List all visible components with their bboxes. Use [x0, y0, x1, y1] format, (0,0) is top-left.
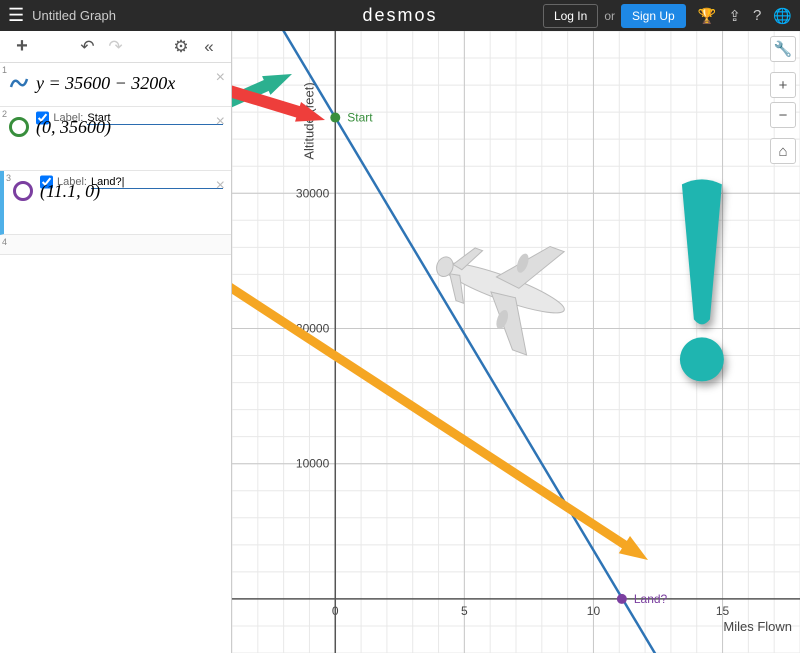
svg-text:Start: Start: [347, 111, 373, 125]
label-row: Label:: [0, 107, 231, 131]
delete-expression-icon[interactable]: ×: [216, 177, 225, 195]
delete-expression-icon[interactable]: ×: [216, 113, 225, 131]
airplane-graphic: [419, 212, 583, 362]
label-input[interactable]: [91, 176, 223, 189]
zoom-in-button[interactable]: +: [770, 72, 796, 98]
home-button[interactable]: ⌂: [770, 138, 796, 164]
delete-expression-icon[interactable]: ×: [216, 69, 225, 87]
expression-math[interactable]: y = 35600 − 3200x: [36, 73, 175, 94]
undo-button[interactable]: ↶: [74, 37, 102, 57]
function-icon[interactable]: [9, 73, 29, 93]
graph-title[interactable]: Untitled Graph: [32, 8, 116, 23]
expression-math[interactable]: (0, 35600): [36, 117, 111, 138]
redo-button[interactable]: ↷: [102, 37, 130, 57]
svg-text:5: 5: [461, 604, 468, 618]
wrench-icon[interactable]: 🔧: [770, 36, 796, 62]
expression-row[interactable]: 4: [0, 235, 231, 255]
svg-text:Land?: Land?: [634, 592, 668, 606]
trophy-icon[interactable]: 🏆: [698, 7, 717, 25]
expr-index: 1: [2, 65, 7, 75]
svg-text:10000: 10000: [296, 457, 330, 471]
svg-text:10: 10: [587, 604, 601, 618]
label-row: Label:: [4, 171, 231, 195]
svg-text:20000: 20000: [296, 321, 330, 335]
desmos-logo: desmos: [362, 5, 437, 26]
or-text: or: [604, 9, 615, 23]
svg-text:Miles Flown: Miles Flown: [723, 619, 792, 634]
language-icon[interactable]: 🌐: [773, 7, 792, 25]
zoom-out-button[interactable]: −: [770, 102, 796, 128]
login-button[interactable]: Log In: [543, 4, 598, 28]
expression-sidebar: + ↶ ↷ ⚙ « 1 y = 35600 − 3200x × 2 (0, 35600)…: [0, 31, 232, 653]
svg-text:Altitude (feet): Altitude (feet): [301, 82, 316, 159]
svg-text:15: 15: [716, 604, 730, 618]
expr-index: 2: [2, 109, 7, 119]
top-bar: ☰ Untitled Graph desmos Log In or Sign U…: [0, 0, 800, 31]
add-expression-button[interactable]: +: [8, 35, 36, 58]
expr-index: 3: [6, 173, 11, 183]
collapse-sidebar-button[interactable]: «: [195, 37, 223, 57]
graph-canvas[interactable]: 051015100002000030000Miles FlownAltitude…: [232, 31, 800, 653]
sidebar-toolbar: + ↶ ↷ ⚙ «: [0, 31, 231, 63]
expr-index: 4: [2, 237, 7, 247]
graph-area[interactable]: 051015100002000030000Miles FlownAltitude…: [232, 31, 800, 653]
signup-button[interactable]: Sign Up: [621, 4, 686, 28]
share-icon[interactable]: ⇪: [728, 7, 741, 25]
point-icon[interactable]: [13, 181, 33, 201]
hamburger-icon[interactable]: ☰: [8, 5, 24, 26]
svg-text:30000: 30000: [296, 186, 330, 200]
exclamation-graphic: [680, 179, 724, 381]
expression-row[interactable]: 3 (11.1, 0) × Label:: [0, 171, 231, 235]
point-icon[interactable]: [9, 117, 29, 137]
graph-tools: 🔧 + − ⌂: [770, 36, 796, 168]
expression-row[interactable]: 1 y = 35600 − 3200x ×: [0, 63, 231, 107]
help-icon[interactable]: ?: [753, 7, 761, 24]
expression-math[interactable]: (11.1, 0): [40, 181, 100, 202]
settings-icon[interactable]: ⚙: [167, 37, 195, 57]
expression-row[interactable]: 2 (0, 35600) × Label:: [0, 107, 231, 171]
